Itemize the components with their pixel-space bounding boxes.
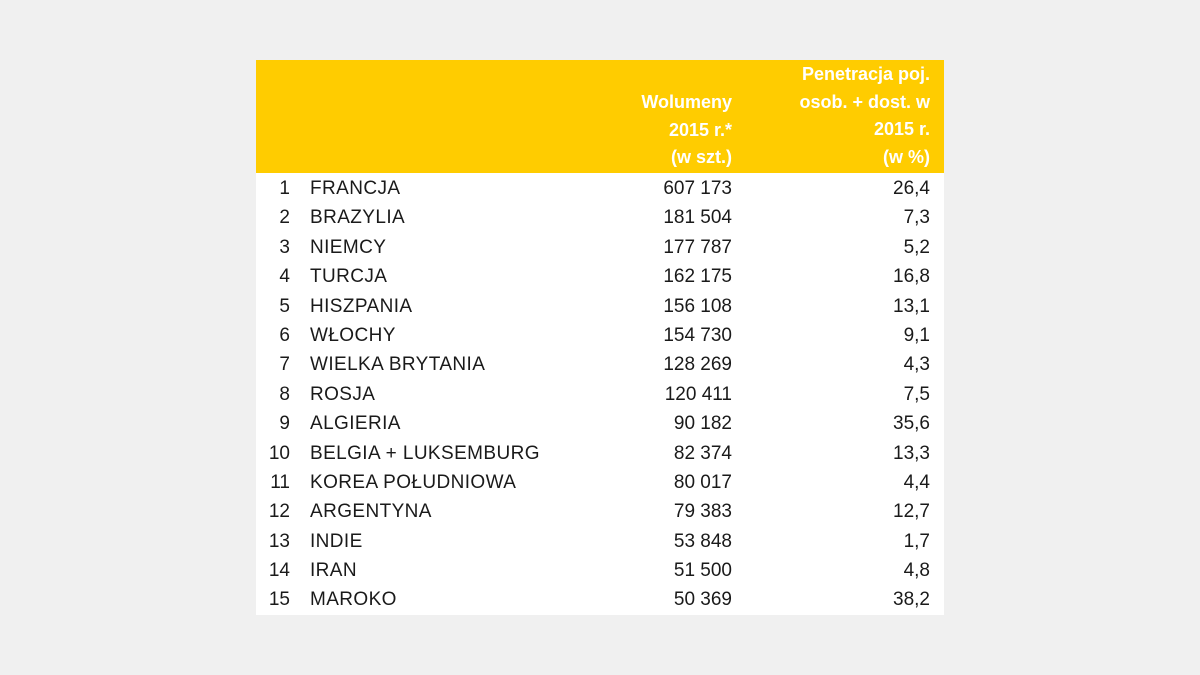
rank-cell: 6 (279, 324, 290, 346)
table-row: 6 WŁOCHY 154 730 9,1 (256, 321, 944, 350)
table-row: 1 FRANCJA 607 173 26,4 (256, 174, 944, 203)
volume-cell: 120 411 (664, 383, 732, 405)
penetration-cell: 5,2 (903, 236, 930, 258)
volume-cell: 181 504 (663, 207, 732, 229)
volume-cell: 50 369 (673, 589, 732, 611)
table-row: 10 BELGIA + LUKSEMBURG 82 374 13,3 (256, 439, 944, 468)
country-cell: NIEMCY (310, 236, 387, 258)
penetration-cell: 16,8 (893, 266, 930, 288)
country-cell: KOREA POŁUDNIOWA (310, 471, 517, 493)
rank-cell: 1 (279, 178, 290, 199)
rank-cell: 9 (279, 413, 290, 435)
penetration-cell: 4,4 (903, 471, 930, 493)
rank-cell: 2 (279, 207, 290, 229)
rank-cell: 5 (279, 295, 290, 317)
volume-cell: 82 374 (673, 442, 732, 464)
penetration-cell: 7,3 (903, 207, 930, 229)
penetration-cell: 26,4 (893, 178, 930, 199)
rank-cell: 11 (270, 471, 290, 493)
table-row: 14 IRAN 51 500 4,8 (256, 556, 944, 585)
table-row: 4 TURCJA 162 175 16,8 (256, 262, 944, 291)
header-volume-line: Wolumeny (641, 92, 732, 112)
country-cell: INDIE (310, 530, 363, 552)
header-penetration-line: osob. + dost. w (799, 91, 930, 112)
penetration-cell: 4,3 (903, 354, 930, 376)
table-row: 9 ALGIERIA 90 182 35,6 (256, 409, 944, 438)
volume-cell: 80 017 (673, 471, 732, 493)
country-cell: FRANCJA (310, 178, 401, 199)
country-cell: MAROKO (310, 589, 397, 611)
rank-cell: 8 (279, 383, 290, 405)
country-cell: TURCJA (310, 266, 388, 288)
rank-cell: 3 (279, 236, 290, 258)
rank-cell: 10 (268, 442, 290, 464)
rank-cell: 7 (279, 354, 290, 376)
rank-cell: 4 (279, 266, 290, 288)
penetration-cell: 9,1 (903, 324, 930, 346)
header-penetration-line: Penetracja poj. (801, 64, 930, 84)
header-volume-line: (w szt.) (671, 147, 732, 167)
header-penetration-line: 2015 r. (873, 119, 930, 139)
table-body: 1 FRANCJA 607 173 26,4 2 BRAZYLIA 181 504 7,3 3 N… (256, 174, 944, 615)
penetration-cell: 7,5 (903, 383, 930, 405)
country-cell: WIELKA BRYTANIA (310, 354, 486, 376)
penetration-cell: 12,7 (893, 501, 930, 523)
header-penetration-line: (w %) (883, 146, 930, 167)
penetration-cell: 13,3 (893, 442, 930, 464)
volume-cell: 79 383 (673, 501, 732, 523)
volume-cell: 177 787 (663, 236, 732, 258)
table-row: 11 KOREA POŁUDNIOWA 80 017 4,4 (256, 468, 944, 497)
header-volume: Wolumeny 2015 r.* (w szt.) (641, 89, 732, 172)
penetration-cell: 4,8 (903, 560, 930, 582)
table-row: 2 BRAZYLIA 181 504 7,3 (256, 203, 944, 232)
table-row: 8 ROSJA 120 411 7,5 (256, 380, 944, 409)
table-header: Wolumeny 2015 r.* (w szt.) Penetracja po… (256, 60, 944, 173)
table-row: 13 INDIE 53 848 1,7 (256, 527, 944, 556)
rank-cell: 14 (268, 560, 290, 582)
rank-cell: 12 (268, 501, 290, 523)
rank-cell: 15 (268, 589, 290, 611)
penetration-cell: 13,1 (893, 295, 930, 317)
volume-cell: 607 173 (663, 178, 732, 199)
table-row: 7 WIELKA BRYTANIA 128 269 4,3 (256, 350, 944, 379)
penetration-cell: 35,6 (893, 413, 930, 435)
volume-cell: 162 175 (663, 266, 732, 288)
country-cell: ROSJA (310, 383, 376, 405)
header-volume-line: 2015 r.* (668, 119, 732, 140)
country-cell: BRAZYLIA (310, 207, 406, 229)
volume-cell: 51 500 (673, 560, 732, 582)
volume-cell: 156 108 (663, 295, 732, 317)
volume-cell: 154 730 (663, 324, 732, 346)
country-cell: IRAN (310, 560, 357, 582)
table-row: 15 MAROKO 50 369 38,2 (256, 585, 944, 614)
volume-cell: 90 182 (673, 413, 732, 435)
country-cell: BELGIA + LUKSEMBURG (310, 442, 540, 464)
ranking-table: Wolumeny 2015 r.* (w szt.) Penetracja po… (256, 60, 944, 615)
penetration-cell: 38,2 (893, 589, 930, 611)
header-penetration: Penetracja poj. osob. + dost. w 2015 r. … (799, 61, 930, 171)
country-cell: ARGENTYNA (310, 501, 432, 523)
volume-cell: 53 848 (673, 530, 732, 552)
penetration-cell: 1,7 (903, 530, 930, 552)
country-cell: ALGIERIA (310, 413, 401, 435)
table-row: 5 HISZPANIA 156 108 13,1 (256, 292, 944, 321)
rank-cell: 13 (268, 530, 290, 552)
volume-cell: 128 269 (663, 354, 732, 376)
table-row: 3 NIEMCY 177 787 5,2 (256, 233, 944, 262)
country-cell: WŁOCHY (310, 324, 396, 346)
country-cell: HISZPANIA (310, 295, 413, 317)
table-row: 12 ARGENTYNA 79 383 12,7 (256, 497, 944, 526)
